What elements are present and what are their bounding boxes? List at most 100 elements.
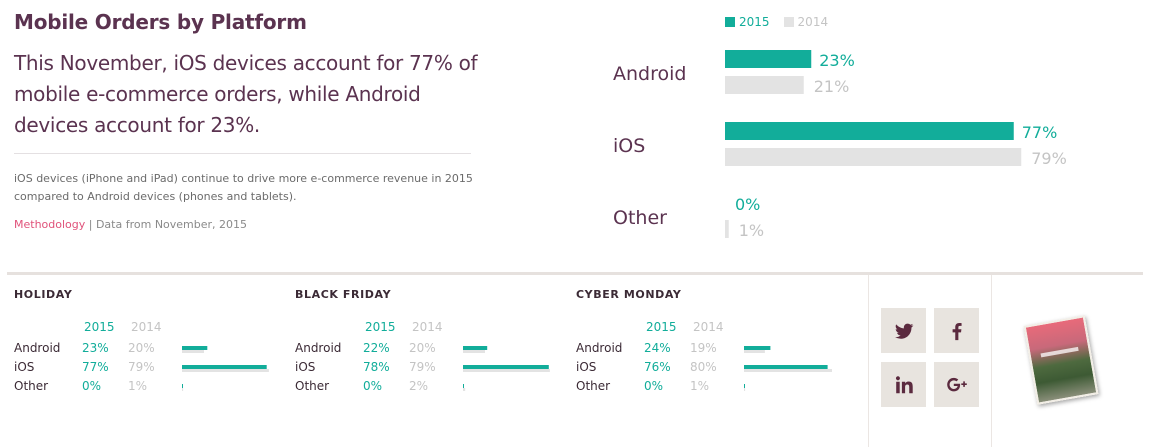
value-2014: 2%: [409, 379, 429, 393]
category-label-ios: iOS: [613, 135, 645, 157]
legend-item-2014: 2014: [783, 15, 829, 29]
value-2015: 0%: [363, 379, 383, 393]
row-label: Android: [576, 341, 623, 355]
divider: [14, 153, 471, 154]
table-row: Other 0% 1%: [576, 379, 846, 397]
table-row: Android 23% 20%: [14, 341, 284, 359]
value-2014: 1%: [690, 379, 710, 393]
year-header-2014: 2014: [131, 320, 162, 334]
report-cover-thumbnail[interactable]: [1023, 315, 1099, 405]
row-label: iOS: [295, 360, 316, 374]
value-label-2015-other: 0%: [735, 195, 760, 214]
value-2015: 0%: [82, 379, 102, 393]
bar-2015-android: [725, 50, 812, 68]
column-divider: [868, 275, 869, 447]
platform-orders-chart: Android 23% 21% iOS 77% 79% Other 0% 1%: [613, 50, 1067, 240]
year-header-2015: 2015: [365, 320, 396, 334]
mini-bar-2014-other: [463, 388, 466, 391]
mini-bar-chart: [182, 365, 269, 372]
year-header-2015: 2015: [646, 320, 677, 334]
category-label-other: Other: [613, 207, 667, 229]
value-2014: 20%: [128, 341, 155, 355]
table-row: Android 24% 19%: [576, 341, 846, 359]
twitter-share-button[interactable]: [881, 308, 926, 353]
mini-bar-2015-ios: [463, 365, 549, 369]
table-title: CYBER MONDAY: [576, 288, 682, 301]
value-2014: 1%: [128, 379, 148, 393]
bar-2014-other: [725, 220, 729, 238]
value-label-2015-ios: 77%: [1022, 123, 1058, 142]
linkedin-share-button[interactable]: [881, 362, 926, 407]
value-2015: 76%: [644, 360, 671, 374]
table-row: iOS 76% 80%: [576, 360, 846, 378]
value-2015: 78%: [363, 360, 390, 374]
facebook-share-button[interactable]: [934, 308, 979, 353]
row-label: Other: [295, 379, 330, 393]
mini-bar-2015-ios: [744, 365, 828, 369]
mini-bar-2015-ios: [182, 365, 267, 369]
mini-bar-chart: [463, 365, 550, 372]
table-row: Other 0% 2%: [295, 379, 565, 397]
chart-legend: 2015 2014: [725, 15, 828, 29]
holiday-table: HOLIDAY 2015 2014 Android 23% 20% iOS 77% 79% Oth…: [14, 288, 284, 408]
row-label: Android: [14, 341, 61, 355]
bar-2014-ios: [725, 148, 1022, 166]
year-header-2015: 2015: [84, 320, 115, 334]
facebook-icon: [952, 322, 962, 340]
row-label: Android: [295, 341, 342, 355]
table-title: HOLIDAY: [14, 288, 73, 301]
methodology-link[interactable]: Methodology: [14, 218, 86, 231]
table-row: Android 22% 20%: [295, 341, 565, 359]
row-label: Other: [14, 379, 49, 393]
mini-bar-2015-android: [744, 346, 771, 350]
value-2014: 19%: [690, 341, 717, 355]
year-header-2014: 2014: [693, 320, 724, 334]
legend-label-2015: 2015: [739, 15, 770, 29]
row-label: iOS: [576, 360, 597, 374]
value-2015: 0%: [644, 379, 664, 393]
value-label-2014-ios: 79%: [1031, 149, 1067, 168]
table-row: iOS 78% 79%: [295, 360, 565, 378]
row-label: Other: [576, 379, 611, 393]
mini-bar-2014-android: [744, 350, 765, 353]
column-divider: [991, 275, 992, 447]
mini-bar-2015-other: [463, 384, 464, 388]
twitter-icon: [894, 323, 913, 339]
mini-bar-2014-ios: [463, 369, 550, 372]
mini-bar-chart: [744, 384, 746, 391]
mini-bar-2014-other: [744, 388, 746, 391]
value-2015: 24%: [644, 341, 671, 355]
legend-label-2014: 2014: [797, 15, 829, 29]
cyber-monday-table: CYBER MONDAY 2015 2014 Android 24% 19% iOS 76% 8…: [576, 288, 846, 408]
mini-bar-chart: [744, 365, 832, 372]
year-header-2014: 2014: [412, 320, 443, 334]
value-label-2015-android: 23%: [819, 51, 855, 70]
table-title: BLACK FRIDAY: [295, 288, 392, 301]
headline: This November, iOS devices account for 7…: [14, 51, 478, 137]
mini-bar-2014-ios: [744, 369, 832, 372]
row-label: iOS: [14, 360, 35, 374]
description: iOS devices (iPhone and iPad) continue t…: [14, 172, 473, 203]
table-row: Other 0% 1%: [14, 379, 284, 397]
mini-bar-chart: [744, 346, 771, 353]
mini-bar-chart: [182, 384, 184, 391]
mini-bar-chart: [463, 384, 466, 391]
value-2015: 23%: [82, 341, 109, 355]
value-2014: 20%: [409, 341, 436, 355]
value-2014: 80%: [690, 360, 717, 374]
report-cover-title-band: [1040, 346, 1079, 358]
value-2015: 77%: [82, 360, 109, 374]
bar-2015-ios: [725, 122, 1014, 140]
legend-item-2015: 2015: [725, 15, 770, 29]
mini-bar-2015-other: [744, 384, 745, 388]
section-divider: [7, 272, 1143, 275]
google-plus-share-button[interactable]: [934, 362, 979, 407]
source-note: Methodology | Data from November, 2015: [14, 218, 247, 231]
table-row: iOS 77% 79%: [14, 360, 284, 378]
mini-bar-2015-android: [463, 346, 488, 350]
mini-bar-2014-android: [182, 350, 204, 353]
value-label-2014-other: 1%: [739, 221, 764, 240]
bar-2014-android: [725, 76, 804, 94]
mini-bar-2014-other: [182, 388, 184, 391]
mini-bar-2014-ios: [182, 369, 269, 372]
